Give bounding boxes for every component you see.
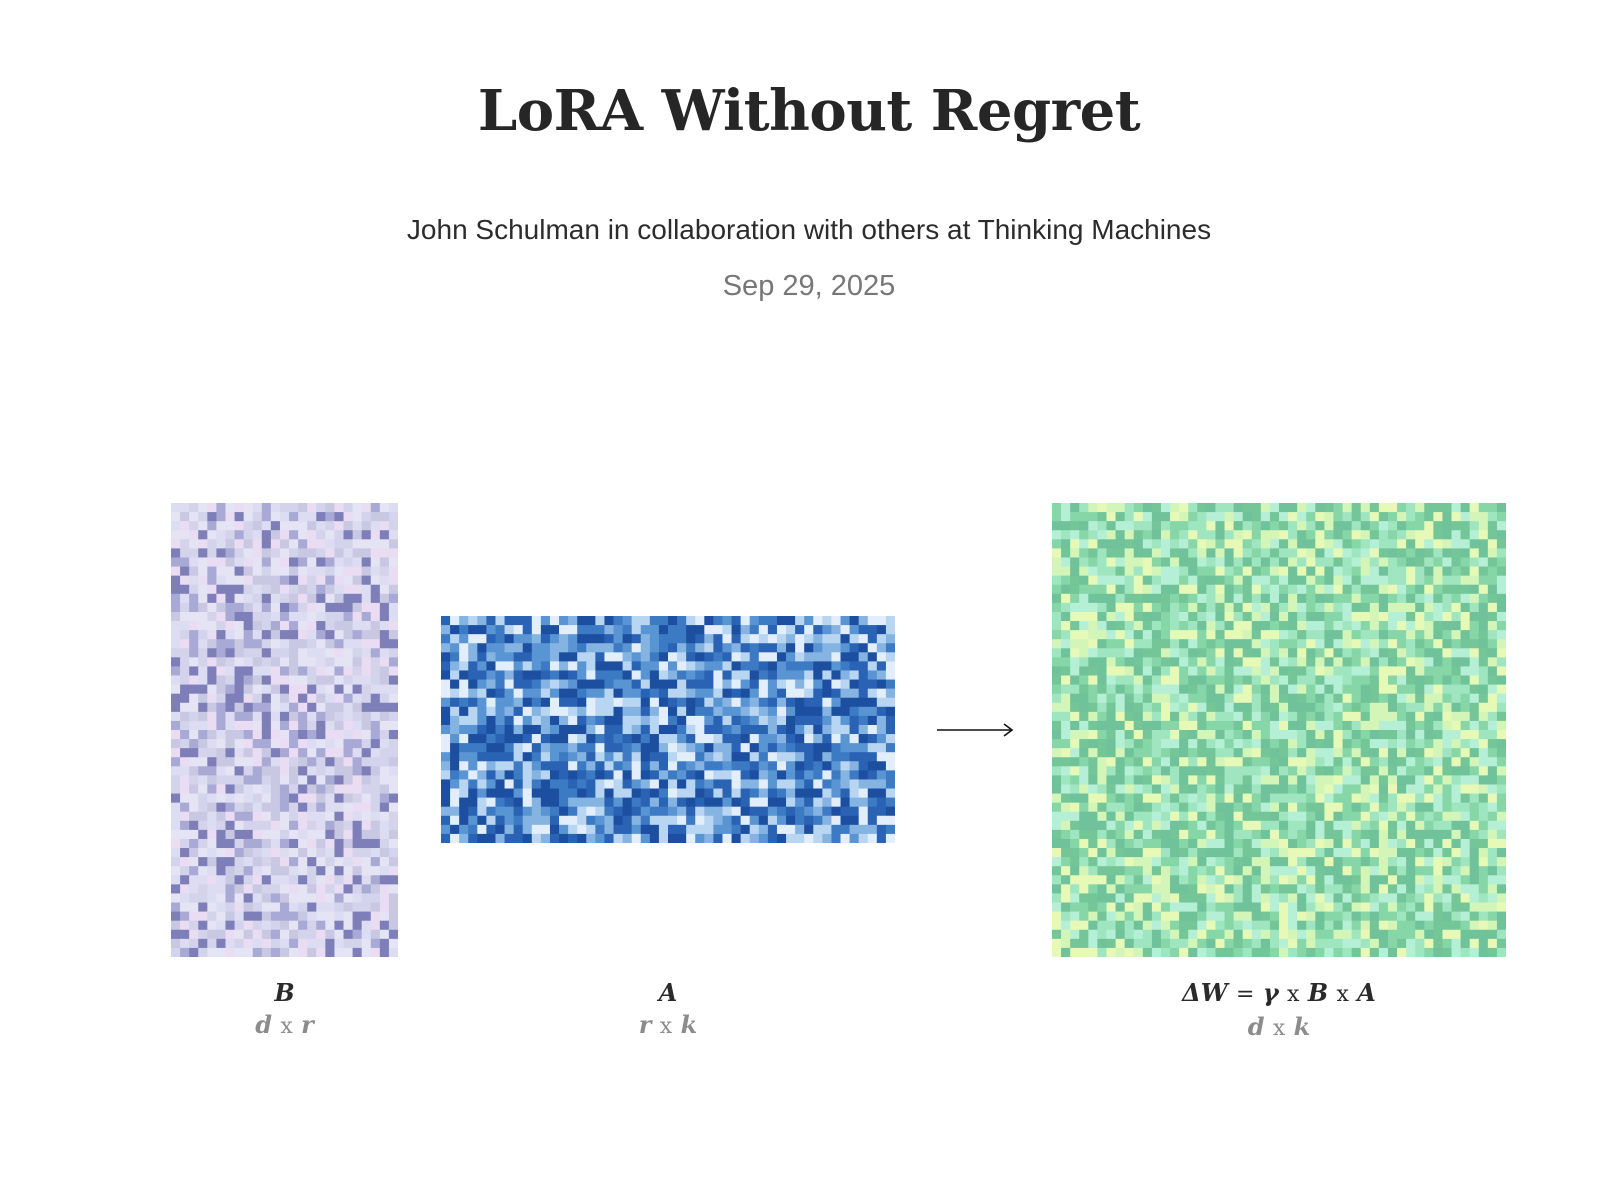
dim-k: k (1293, 1012, 1311, 1041)
dim-sep: x (659, 1014, 673, 1039)
byline: John Schulman in collaboration with othe… (406, 214, 1212, 245)
matrix-delta-w-dims: d x k (1052, 1010, 1506, 1046)
matrix-b-name: B (274, 978, 295, 1007)
matrix-a-label: A r x k (441, 978, 895, 1044)
matrix-b-dims: d x r (171, 1008, 398, 1044)
matrix-a-heatmap (441, 616, 895, 843)
matrix-delta-w-label: ΔW = γ x B x A d x k (1052, 978, 1506, 1046)
dim-k: k (680, 1010, 698, 1039)
long-right-arrow-icon (937, 723, 1014, 737)
dim-d: d (255, 1010, 272, 1039)
matrix-b-label: B d x r (171, 978, 398, 1044)
publish-date: Sep 29, 2025 (722, 270, 896, 302)
dim-r: r (638, 1010, 652, 1039)
matrix-delta-w-heatmap (1052, 503, 1506, 957)
dim-sep: x (280, 1014, 293, 1039)
times-sign: x (1336, 982, 1349, 1007)
page-title: LoRA Without Regret (477, 78, 1141, 144)
dim-r: r (301, 1010, 314, 1039)
b-symbol: B (1307, 978, 1329, 1007)
matrix-a-name: A (658, 978, 678, 1007)
matrix-a-dims: r x k (441, 1008, 895, 1044)
gamma-symbol: γ (1262, 978, 1279, 1007)
delta-w-formula: ΔW = γ x B x A (1052, 978, 1506, 1010)
equals-sign: = (1236, 982, 1255, 1007)
delta-w-symbol: ΔW (1182, 978, 1228, 1007)
a-symbol: A (1357, 978, 1376, 1007)
matrix-b-heatmap (171, 503, 398, 957)
dim-d: d (1247, 1012, 1265, 1041)
dim-sep: x (1272, 1016, 1286, 1041)
times-sign: x (1287, 982, 1300, 1007)
